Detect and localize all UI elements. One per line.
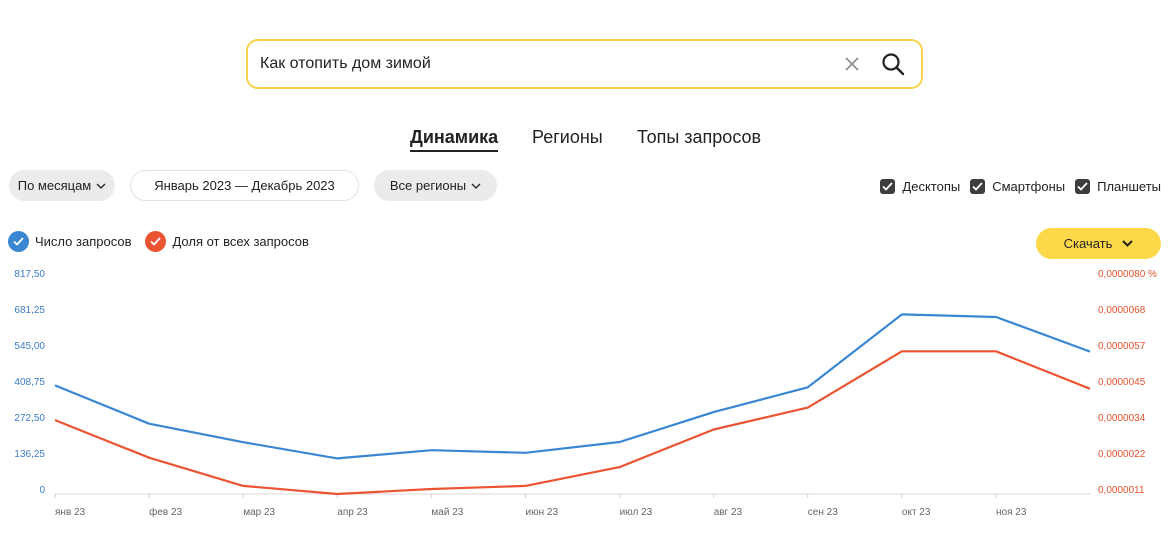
x-tick-label: ноя 23 [996, 507, 1027, 518]
y-right-tick-label: 0,0000057 [1098, 341, 1146, 352]
y-right-tick-label: 0,0000068 [1098, 305, 1146, 316]
x-tick-label: авг 23 [714, 507, 743, 518]
x-tick-label: апр 23 [337, 507, 368, 518]
y-right-tick-label: 0,0000022 [1098, 449, 1146, 460]
legend-item-share[interactable]: Доля от всех запросов [145, 231, 309, 252]
line-chart: 817,50 681,25 545,00 408,75 272,50 136,25 0 0,… [14, 269, 1157, 518]
region-select[interactable]: Все регионы [374, 170, 497, 201]
legend-item-query-count[interactable]: Число запросов [8, 231, 131, 252]
check-icon [8, 231, 29, 252]
y-right-tick-label: 0,0000011 [1098, 485, 1145, 496]
chart-legend: Число запросов Доля от всех запросов [8, 231, 323, 252]
period-select[interactable]: По месяцам [9, 170, 115, 201]
period-select-label: По месяцам [17, 178, 92, 193]
y-left-tick-label: 681,25 [14, 305, 45, 316]
region-select-label: Все регионы [389, 178, 467, 193]
tab-top-queries[interactable]: Топы запросов [637, 127, 762, 147]
series-line-query-count [54, 313, 1091, 460]
y-left-tick-label: 0 [39, 485, 45, 496]
chevron-down-icon [1122, 240, 1134, 247]
device-filters: Десктопы Смартфоны Планшеты [870, 177, 1161, 195]
y-left-tick-label: 272,50 [14, 413, 45, 424]
legend-label: Число запросов [35, 234, 132, 249]
search-input[interactable] [248, 41, 835, 87]
y-left-tick-label: 136,25 [14, 449, 45, 460]
chevron-down-icon [96, 183, 106, 189]
checkbox-checked-icon [1075, 178, 1091, 194]
series-line-share [54, 350, 1091, 496]
checkbox-smartphones[interactable]: Смартфоны [970, 178, 1066, 194]
download-button-label: Скачать [1063, 236, 1113, 251]
download-button[interactable]: Скачать [1036, 228, 1161, 259]
chevron-down-icon [471, 183, 481, 189]
y-axis-left: 817,50 681,25 545,00 408,75 272,50 136,25 0 [14, 269, 45, 496]
y-right-tick-label: 0,0000034 [1098, 413, 1146, 424]
series-lines [54, 313, 1091, 496]
x-tick-label: фев 23 [149, 506, 182, 518]
x-tick-label: май 23 [431, 507, 463, 518]
tab-dynamics[interactable]: Динамика [410, 127, 499, 152]
date-range-picker[interactable]: Январь 2023 — Декабрь 2023 [130, 170, 359, 201]
y-left-tick-label: 545,00 [14, 341, 45, 352]
clear-icon[interactable] [835, 47, 869, 81]
legend-label: Доля от всех запросов [172, 234, 309, 249]
checkbox-checked-icon [880, 178, 896, 194]
tabs: Динамика Регионы Топы запросов [0, 127, 1176, 157]
checkbox-label: Десктопы [902, 178, 961, 194]
checkbox-desktops[interactable]: Десктопы [880, 178, 961, 194]
x-tick-label: мар 23 [243, 507, 275, 518]
x-tick-label: окт 23 [902, 507, 931, 518]
search-icon[interactable] [873, 44, 913, 84]
x-tick-label: янв 23 [55, 507, 86, 518]
x-axis: янв 23 фев 23 мар 23 апр 23 май 23 июн 23 июл … [54, 494, 1027, 518]
date-range-label: Январь 2023 — Декабрь 2023 [154, 178, 335, 193]
checkbox-label: Планшеты [1097, 178, 1161, 194]
y-right-tick-label: 0,0000080 % [1098, 269, 1157, 280]
check-icon [145, 231, 167, 252]
y-left-tick-label: 408,75 [14, 377, 45, 388]
checkbox-checked-icon [970, 178, 986, 194]
y-left-tick-label: 817,50 [14, 269, 45, 280]
x-tick-label: июл 23 [620, 507, 653, 518]
checkbox-tablets[interactable]: Планшеты [1075, 178, 1161, 194]
y-right-tick-label: 0,0000045 [1098, 377, 1146, 388]
x-tick-label: сен 23 [808, 507, 838, 518]
x-tick-label: июн 23 [526, 507, 559, 518]
tab-regions[interactable]: Регионы [532, 127, 603, 147]
search-box [246, 39, 923, 89]
y-axis-right: 0,0000080 % 0,0000068 0,0000057 0,0000045 0,… [1098, 269, 1157, 496]
checkbox-label: Смартфоны [992, 178, 1066, 194]
